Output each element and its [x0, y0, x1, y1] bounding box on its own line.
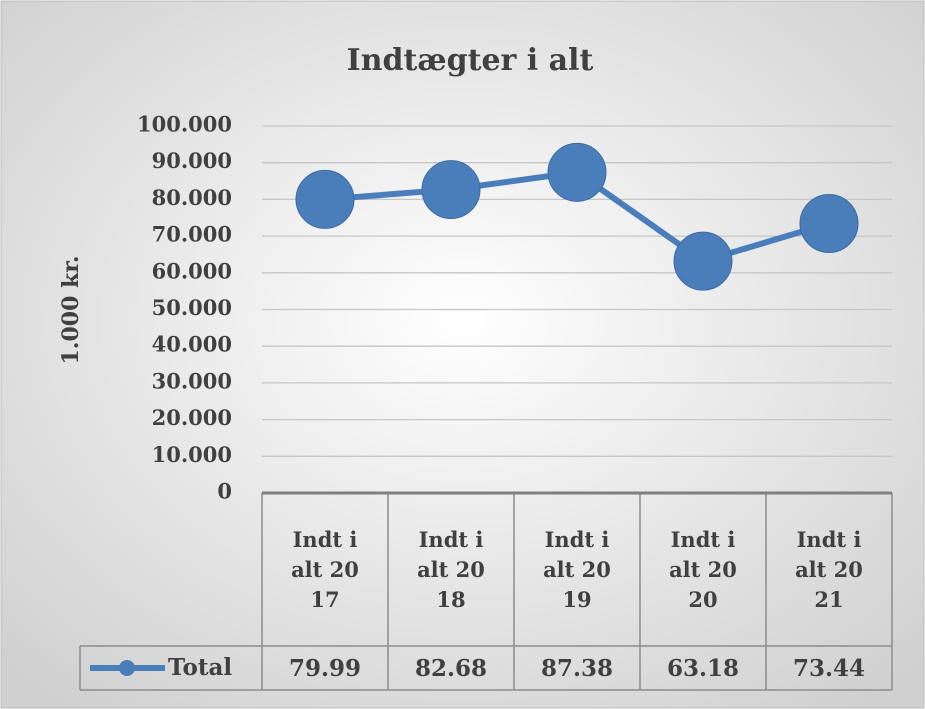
y-tick-label: 0: [217, 479, 232, 504]
data-point: [547, 142, 607, 202]
data-table-value: 73.44: [793, 655, 865, 682]
y-tick-label: 30.000: [152, 368, 232, 393]
y-tick-label: 70.000: [152, 222, 232, 247]
x-tick-label: Indt i alt 2019: [543, 526, 611, 612]
y-tick-label: 50.000: [152, 295, 232, 320]
legend-label: Total: [168, 654, 232, 681]
y-tick-label: 20.000: [152, 405, 232, 430]
x-tick-label: Indt i alt 2017: [291, 526, 359, 612]
chart-title: Indtægter i alt: [347, 43, 594, 78]
x-tick-label: Indt i alt 2021: [795, 526, 863, 612]
x-tick-label: Indt i alt 2020: [669, 526, 737, 612]
y-tick-label: 60.000: [152, 258, 232, 283]
data-table-value: 63.18: [667, 655, 739, 682]
data-table-value: 82.68: [415, 655, 487, 682]
data-point: [421, 160, 481, 220]
data-point: [799, 193, 859, 253]
legend-marker: [119, 660, 135, 676]
y-tick-label: 90.000: [152, 148, 232, 173]
x-tick-label: Indt i alt 2018: [417, 526, 485, 612]
data-point: [295, 169, 355, 229]
data-table-value: 79.99: [289, 655, 361, 682]
y-tick-label: 40.000: [152, 332, 232, 357]
y-axis-label: 1.000 kr.: [58, 255, 84, 364]
data-point: [673, 231, 733, 291]
data-table-value: 87.38: [541, 655, 613, 682]
y-tick-label: 100.000: [137, 112, 232, 137]
y-tick-label: 80.000: [152, 185, 232, 210]
y-tick-label: 10.000: [152, 442, 232, 467]
